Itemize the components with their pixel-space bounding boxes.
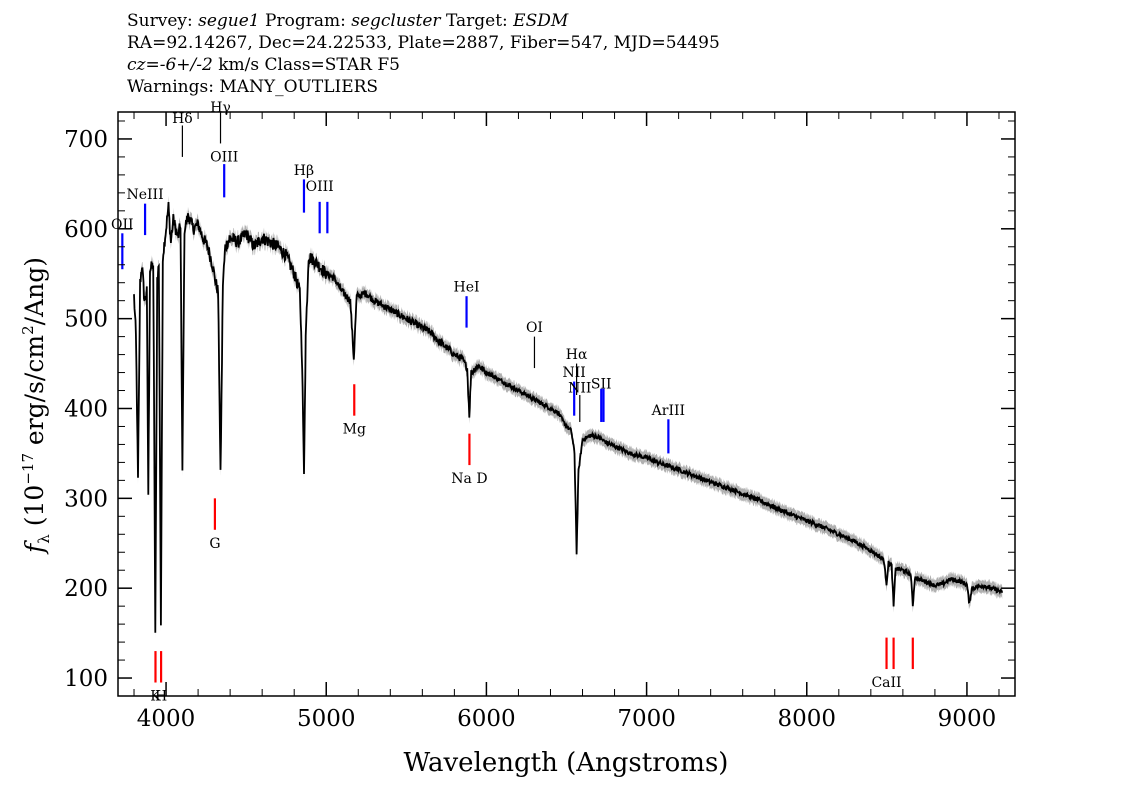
x-axis-label: Wavelength (Angstroms) [404, 748, 729, 778]
y-tick-label-6: 700 [64, 127, 108, 153]
y-tick-label-3: 400 [64, 396, 108, 422]
spectrum-header: Survey: segue1 Program: segcluster Targe… [127, 10, 720, 98]
x-tick-label-1: 5000 [297, 706, 356, 732]
line-markers-layer: OIINeIIIOIIIHβOIIIHeINIISIIArIIIHδHγOIHα… [111, 100, 914, 704]
balmer-line-label-2: OI [526, 320, 543, 336]
y-label-f: f [20, 540, 49, 555]
program-label: Program: [259, 11, 352, 31]
y-tick-label-1: 200 [64, 576, 108, 602]
plot-frame [117, 111, 1016, 697]
program-value: segcluster [351, 11, 441, 31]
emission-line-label-1: NeIII [126, 187, 163, 203]
emission-line-label-4: OIII [306, 179, 334, 195]
class-text: km/s Class=STAR F5 [212, 55, 400, 75]
emission-line-label-8: SII [591, 377, 612, 393]
emission-line-label-3: Hβ [294, 163, 314, 179]
noise-band [134, 195, 1003, 639]
cz-value: =-6+/-2 [145, 55, 213, 75]
emission-line-label-6: HeI [454, 280, 480, 296]
spectrum-line [133, 201, 1004, 633]
x-tick-label-5: 9000 [938, 706, 997, 732]
survey-value: segue1 [198, 11, 260, 31]
target-label: Target: [440, 11, 514, 31]
absorption-line-label-5: CaII [871, 675, 901, 691]
cz-label: cz [127, 55, 146, 75]
balmer-line-label-0: Hδ [172, 111, 193, 127]
y-label-exp2: 2 [19, 325, 37, 335]
y-label-sub: λ [35, 534, 53, 544]
absorption-line-label-4: Na D [451, 471, 487, 487]
x-tick-label-2: 6000 [457, 706, 516, 732]
y-axis-label: fλ (10−17 erg/s/cm2/Ang) [19, 257, 53, 555]
y-tick-label-0: 100 [64, 666, 108, 692]
y-label-post: /Ang) [20, 257, 49, 325]
noise-band-layer [134, 195, 1003, 639]
emission-line-label-0: OII [111, 217, 134, 233]
y-tick-label-5: 600 [64, 217, 108, 243]
target-value: ESDM [513, 11, 569, 31]
header-line-2: RA=92.14267, Dec=24.22533, Plate=2887, F… [127, 33, 720, 53]
y-tick-label-4: 500 [64, 307, 108, 333]
emission-line-label-7: NII [563, 365, 586, 381]
axes-layer: 4000 5000 6000 7000 8000 9000 100 200 300 400 500 6… [64, 111, 1016, 732]
y-tick-label-2: 300 [64, 486, 108, 512]
balmer-line-label-1: Hγ [210, 100, 231, 116]
y-label-pre: (10 [20, 485, 49, 535]
y-label-mid: erg/s/cm [20, 335, 49, 453]
emission-line-label-10: ArIII [651, 403, 685, 419]
x-tick-label-0: 4000 [137, 706, 196, 732]
emission-line-label-2: OIII [210, 149, 238, 165]
y-label-exp1: −17 [19, 453, 37, 485]
header-line-1: Survey: segue1 Program: segcluster Targe… [127, 10, 720, 32]
survey-label: Survey: [127, 11, 199, 31]
balmer-line-label-3: Hα [566, 347, 588, 363]
x-tick-label-4: 8000 [777, 706, 836, 732]
absorption-line-label-2: G [209, 536, 220, 552]
absorption-line-label-3: Mg [343, 422, 366, 438]
header-line-3: cz=-6+/-2 km/s Class=STAR F5 [127, 54, 720, 76]
x-tick-label-3: 7000 [617, 706, 676, 732]
spectrum-layer [133, 201, 1004, 633]
header-line-4: Warnings: MANY_OUTLIERS [127, 77, 379, 97]
balmer-line-label-4: NII [568, 380, 591, 396]
